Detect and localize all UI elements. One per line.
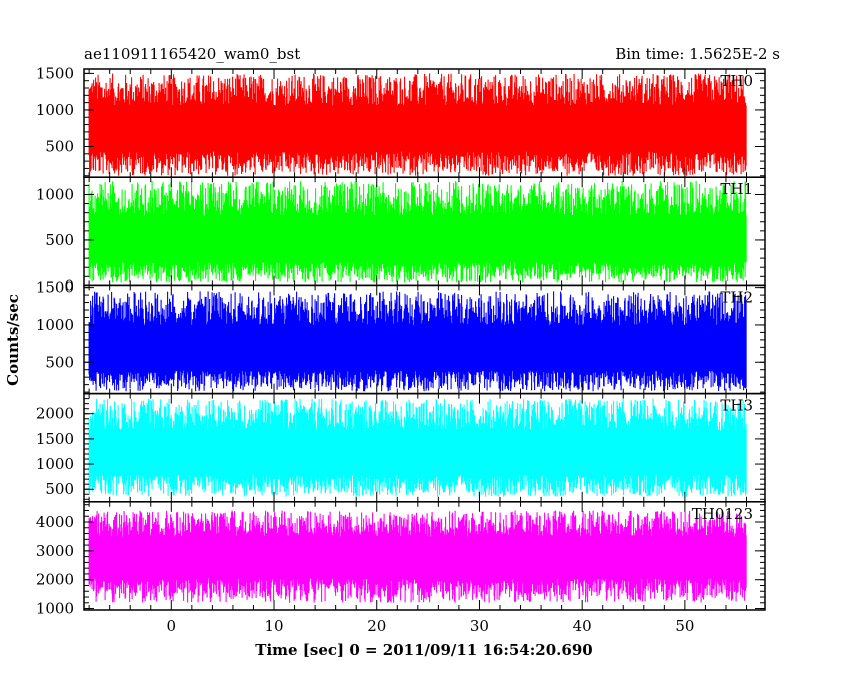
x-tick-label: 0 xyxy=(167,617,177,635)
y-tick-label: 1000 xyxy=(36,455,74,473)
panel-label-th0: TH0 xyxy=(720,72,753,90)
y-tick-label: 1000 xyxy=(36,600,74,618)
y-tick-label: 500 xyxy=(45,137,74,155)
y-tick-label: 0 xyxy=(64,276,74,294)
panel-th2: 500 1000 1500 TH2 xyxy=(36,279,766,395)
panel-label-th2: TH2 xyxy=(720,288,753,306)
y-tick-label: 500 xyxy=(45,231,74,249)
chart-title: ae110911165420_wam0_bst xyxy=(84,45,300,63)
x-axis: 0 10 20 30 40 50 xyxy=(167,617,695,635)
panel-th0: 500 1000 1500 TH0 xyxy=(36,64,766,178)
x-tick-label: 10 xyxy=(264,617,283,635)
x-axis-title: Time [sec] 0 = 2011/09/11 16:54:20.690 xyxy=(255,641,592,659)
series-trace-th0 xyxy=(88,73,747,176)
x-tick-label: 30 xyxy=(470,617,489,635)
y-axis-title: Counts/sec xyxy=(4,294,22,386)
x-tick-label: 20 xyxy=(367,617,386,635)
y-tick-label: 1000 xyxy=(36,101,74,119)
panel-th1: 0 500 1000 TH1 xyxy=(36,176,766,294)
panel-th0123: 1000 2000 3000 4000 TH0123 xyxy=(36,501,766,618)
panel-frame xyxy=(83,501,766,611)
y-tick-label: 1000 xyxy=(36,185,74,203)
y-tick-label: 1000 xyxy=(36,316,74,334)
series-trace-th3 xyxy=(88,398,747,497)
panel-th3: 500 1000 1500 2000 TH3 xyxy=(36,392,766,503)
bin-time-label: Bin time: 1.5625E-2 s xyxy=(615,45,780,63)
y-tick-label: 2000 xyxy=(36,571,74,589)
y-tick-label: 1500 xyxy=(36,430,74,448)
series-trace-th2 xyxy=(88,291,747,392)
y-tick-label: 2000 xyxy=(36,405,74,423)
y-tick-label: 500 xyxy=(45,353,74,371)
series-trace-th0123 xyxy=(88,510,747,603)
y-tick-label: 500 xyxy=(45,480,74,498)
series-trace-th1 xyxy=(88,180,747,283)
y-tick-label: 3000 xyxy=(36,542,74,560)
x-tick-label: 50 xyxy=(675,617,694,635)
y-tick-label: 4000 xyxy=(36,513,74,531)
panel-label-th3: TH3 xyxy=(720,397,753,415)
y-tick-label: 1500 xyxy=(36,64,74,82)
y-tick-label: 1500 xyxy=(36,279,74,297)
x-tick-label: 40 xyxy=(573,617,592,635)
panel-label-th0123: TH0123 xyxy=(692,505,753,523)
panel-label-th1: TH1 xyxy=(720,180,753,198)
